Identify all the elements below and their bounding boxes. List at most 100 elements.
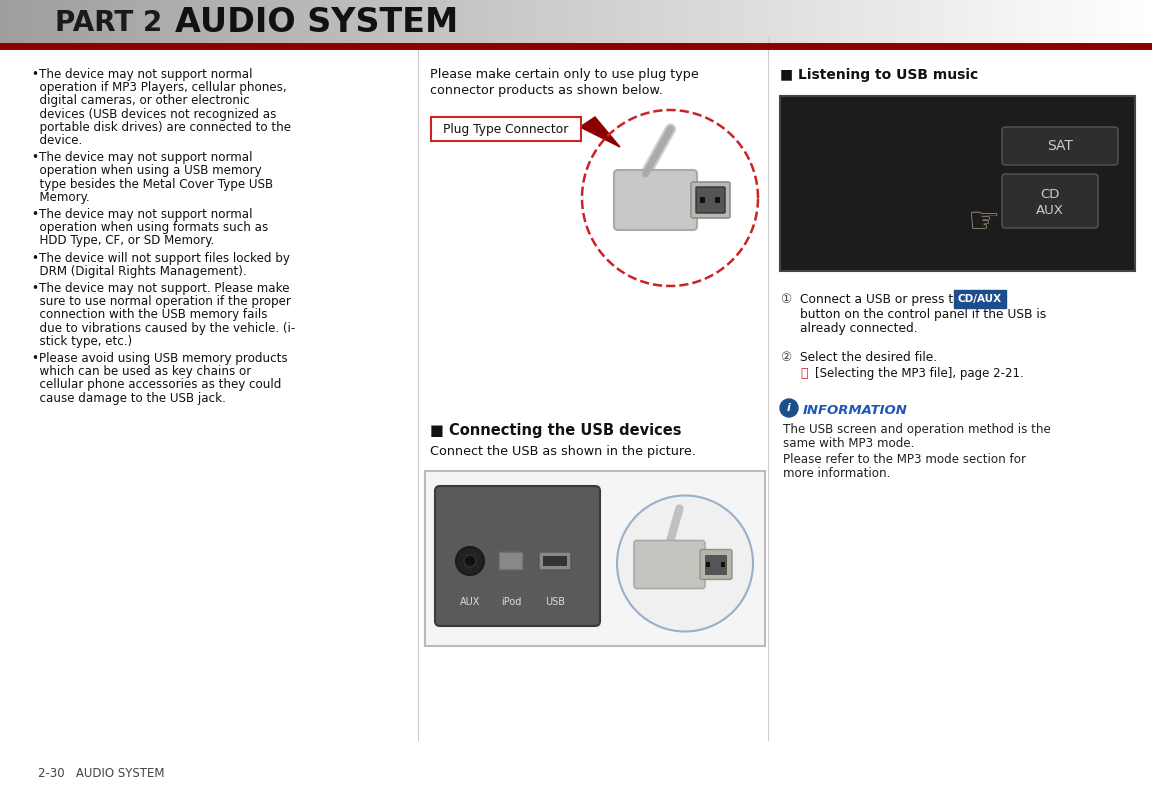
Bar [825,0,828,46]
Bar [170,0,174,46]
FancyBboxPatch shape [954,290,1006,308]
Bar [161,0,165,46]
Bar [703,0,706,46]
Bar [440,0,444,46]
Bar [219,0,222,46]
Bar [864,0,867,46]
Bar [417,0,420,46]
Bar [1002,0,1006,46]
FancyBboxPatch shape [634,540,705,588]
Bar [846,0,849,46]
Bar [910,0,914,46]
Text: AUX: AUX [1036,204,1064,218]
Bar [558,0,561,46]
Bar [929,0,932,46]
Bar [53,0,56,46]
Text: The USB screen and operation method is the: The USB screen and operation method is t… [783,423,1051,436]
Bar [567,0,570,46]
Bar [253,0,257,46]
Bar [482,0,485,46]
Bar [705,0,708,46]
Bar [852,0,856,46]
Bar [240,0,243,46]
Bar [571,0,575,46]
Bar [871,0,874,46]
Bar [707,0,711,46]
Bar [495,0,499,46]
Bar [385,0,388,46]
Bar [523,0,526,46]
Bar [620,0,623,46]
Bar [306,0,310,46]
Bar [433,0,437,46]
Bar [970,0,973,46]
Bar [740,0,743,46]
Bar [223,0,227,46]
Bar [78,0,82,46]
Bar [371,0,374,46]
Bar [753,0,757,46]
Bar [624,0,628,46]
Bar [664,0,667,46]
Bar [689,0,692,46]
Bar [500,0,503,46]
Bar [267,0,271,46]
Text: •The device may not support normal: •The device may not support normal [32,208,252,221]
Bar [629,0,632,46]
Bar [348,0,351,46]
Bar [511,0,515,46]
Bar [442,0,446,46]
Bar [62,0,66,46]
Bar [988,0,992,46]
Bar [726,0,729,46]
Bar [968,0,971,46]
Bar [290,0,294,46]
FancyBboxPatch shape [435,486,600,626]
Bar [461,0,464,46]
Bar [790,0,794,46]
Bar [889,0,893,46]
Bar [419,0,423,46]
Bar [449,0,453,46]
Bar [1018,0,1022,46]
Bar [677,0,681,46]
Bar [839,0,842,46]
FancyBboxPatch shape [705,555,727,575]
Bar [659,0,662,46]
Bar [154,0,158,46]
Bar [166,0,169,46]
Bar [749,0,752,46]
Bar [574,0,577,46]
Bar [214,0,218,46]
Bar [813,0,817,46]
Text: AUX: AUX [460,597,480,607]
Bar [820,0,824,46]
Bar [682,0,685,46]
Bar [357,0,361,46]
FancyBboxPatch shape [691,182,730,218]
Bar [445,0,448,46]
Bar [706,562,710,567]
Bar [615,0,619,46]
Bar [260,0,264,46]
Bar [541,0,545,46]
Bar [25,0,29,46]
Bar [896,0,900,46]
Bar [958,0,962,46]
Bar [491,0,494,46]
Bar [318,0,321,46]
Bar [668,0,672,46]
Bar [859,0,863,46]
Bar [21,0,24,46]
Bar [329,0,333,46]
Bar [435,0,439,46]
Bar [332,0,335,46]
Bar [113,0,116,46]
Bar [456,0,460,46]
Bar [700,197,705,203]
Bar [1074,0,1077,46]
Bar [555,0,559,46]
Bar [1099,0,1102,46]
Bar [58,0,61,46]
Bar [355,0,358,46]
